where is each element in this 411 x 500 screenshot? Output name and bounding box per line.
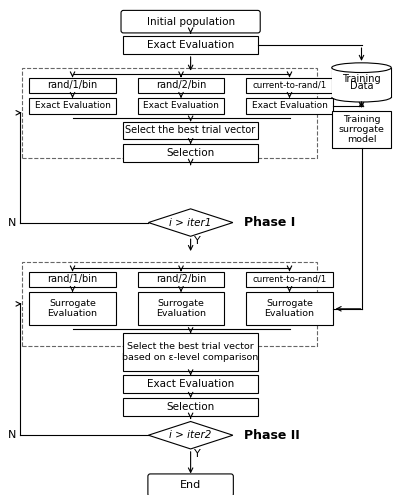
Ellipse shape	[332, 63, 391, 72]
Text: Select the best trial vector
based on ε-level comparison: Select the best trial vector based on ε-…	[122, 342, 259, 361]
Bar	[246, 98, 332, 114]
Text: Training: Training	[342, 74, 381, 84]
Bar	[138, 78, 224, 93]
Bar	[138, 292, 224, 326]
Text: Initial population: Initial population	[147, 16, 235, 26]
Bar	[123, 376, 258, 393]
Text: Phase I: Phase I	[245, 216, 296, 229]
Text: Data: Data	[350, 81, 373, 91]
Bar	[123, 122, 258, 140]
Bar	[246, 78, 332, 93]
Text: Surrogate
Evaluation: Surrogate Evaluation	[265, 299, 314, 318]
Text: Select the best trial vector: Select the best trial vector	[125, 126, 256, 136]
Bar	[138, 98, 224, 114]
Bar	[22, 262, 317, 346]
Text: rand/2/bin: rand/2/bin	[156, 80, 206, 90]
Text: Exact Evaluation: Exact Evaluation	[147, 380, 234, 390]
Text: Exact Evaluation: Exact Evaluation	[252, 102, 328, 110]
Text: Surrogate
Evaluation: Surrogate Evaluation	[156, 299, 206, 318]
Text: rand/2/bin: rand/2/bin	[156, 274, 206, 284]
Text: End: End	[180, 480, 201, 490]
Text: Y: Y	[194, 449, 201, 459]
Text: rand/1/bin: rand/1/bin	[47, 80, 98, 90]
Bar	[123, 398, 258, 415]
Bar	[123, 144, 258, 162]
Text: rand/1/bin: rand/1/bin	[47, 274, 98, 284]
Bar	[332, 111, 391, 148]
Bar	[138, 272, 224, 287]
Bar	[22, 68, 317, 158]
Text: current-to-rand/1: current-to-rand/1	[252, 275, 327, 284]
Text: Exact Evaluation: Exact Evaluation	[147, 40, 234, 50]
Bar	[246, 292, 332, 326]
Text: Exact Evaluation: Exact Evaluation	[35, 102, 111, 110]
Polygon shape	[148, 209, 233, 236]
Text: i > iter2: i > iter2	[169, 430, 212, 440]
Text: Selection: Selection	[166, 402, 215, 412]
Bar	[29, 78, 116, 93]
Bar	[29, 292, 116, 326]
Bar	[123, 36, 258, 54]
Bar	[246, 272, 332, 287]
Text: Y: Y	[194, 236, 201, 246]
Bar	[29, 98, 116, 114]
Bar	[29, 272, 116, 287]
FancyBboxPatch shape	[121, 10, 260, 33]
Bar	[332, 69, 391, 98]
Bar	[123, 334, 258, 370]
Text: Selection: Selection	[166, 148, 215, 158]
Text: Surrogate
Evaluation: Surrogate Evaluation	[48, 299, 97, 318]
FancyBboxPatch shape	[148, 474, 233, 496]
Text: Exact Evaluation: Exact Evaluation	[143, 102, 219, 110]
Text: N: N	[7, 218, 16, 228]
Text: current-to-rand/1: current-to-rand/1	[252, 81, 327, 90]
Text: N: N	[7, 430, 16, 440]
Text: Phase II: Phase II	[245, 428, 300, 442]
Polygon shape	[148, 422, 233, 449]
Text: i > iter1: i > iter1	[169, 218, 212, 228]
Text: Training
surrogate
model: Training surrogate model	[339, 114, 384, 144]
